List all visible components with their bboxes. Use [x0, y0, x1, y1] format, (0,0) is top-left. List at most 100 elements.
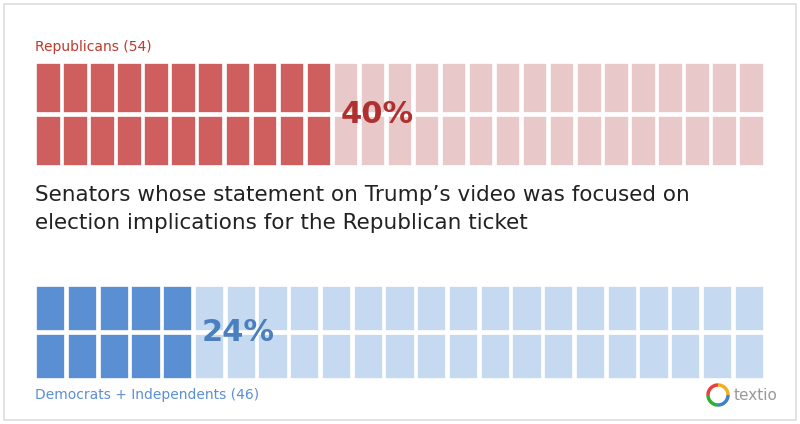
Bar: [68, 286, 98, 331]
Bar: [734, 334, 764, 379]
Bar: [279, 116, 304, 166]
Bar: [131, 286, 161, 331]
Bar: [604, 63, 629, 113]
Bar: [118, 63, 142, 113]
Bar: [544, 286, 574, 331]
Bar: [442, 63, 466, 113]
Text: 40%: 40%: [341, 100, 414, 129]
Bar: [414, 63, 439, 113]
Bar: [685, 116, 710, 166]
Bar: [36, 334, 66, 379]
Bar: [322, 334, 351, 379]
Bar: [306, 63, 331, 113]
Bar: [739, 63, 764, 113]
Bar: [671, 286, 700, 331]
Bar: [550, 116, 574, 166]
Bar: [361, 116, 386, 166]
Bar: [163, 286, 193, 331]
Bar: [354, 334, 383, 379]
Text: Senators whose statement on Trump’s video was focused on: Senators whose statement on Trump’s vide…: [35, 185, 690, 205]
Bar: [512, 286, 542, 331]
Bar: [702, 286, 732, 331]
Bar: [631, 116, 656, 166]
Bar: [417, 334, 446, 379]
Bar: [253, 116, 277, 166]
Bar: [198, 116, 223, 166]
Bar: [36, 63, 61, 113]
Bar: [604, 116, 629, 166]
Bar: [607, 286, 637, 331]
Bar: [523, 63, 547, 113]
Bar: [734, 286, 764, 331]
Bar: [144, 63, 169, 113]
Bar: [100, 286, 129, 331]
Bar: [386, 286, 414, 331]
Bar: [388, 116, 412, 166]
Bar: [469, 63, 494, 113]
Bar: [658, 116, 682, 166]
Bar: [481, 286, 510, 331]
Bar: [354, 286, 383, 331]
Bar: [550, 63, 574, 113]
Bar: [512, 334, 542, 379]
Bar: [658, 63, 682, 113]
Bar: [258, 334, 288, 379]
Bar: [163, 334, 193, 379]
Bar: [258, 286, 288, 331]
Bar: [68, 334, 98, 379]
Text: textio: textio: [734, 388, 778, 402]
Bar: [198, 63, 223, 113]
Bar: [442, 116, 466, 166]
Bar: [702, 334, 732, 379]
Bar: [144, 116, 169, 166]
Bar: [417, 286, 446, 331]
Bar: [481, 334, 510, 379]
Bar: [631, 63, 656, 113]
Bar: [685, 63, 710, 113]
Bar: [639, 286, 669, 331]
Bar: [226, 334, 256, 379]
Bar: [671, 334, 700, 379]
Bar: [226, 286, 256, 331]
Bar: [279, 63, 304, 113]
Bar: [607, 334, 637, 379]
Text: 24%: 24%: [202, 318, 274, 347]
Bar: [639, 334, 669, 379]
Bar: [322, 286, 351, 331]
Bar: [361, 63, 386, 113]
Bar: [577, 63, 602, 113]
Bar: [739, 116, 764, 166]
Bar: [496, 63, 521, 113]
Bar: [576, 286, 605, 331]
Bar: [90, 116, 115, 166]
Bar: [90, 63, 115, 113]
Bar: [386, 334, 414, 379]
Bar: [544, 334, 574, 379]
Bar: [414, 116, 439, 166]
Bar: [171, 63, 196, 113]
Bar: [712, 116, 737, 166]
Bar: [469, 116, 494, 166]
Bar: [63, 63, 88, 113]
Bar: [496, 116, 521, 166]
Bar: [388, 63, 412, 113]
Bar: [523, 116, 547, 166]
Bar: [449, 334, 478, 379]
Bar: [36, 286, 66, 331]
Bar: [195, 286, 224, 331]
Bar: [306, 116, 331, 166]
Bar: [253, 63, 277, 113]
Text: Republicans (54): Republicans (54): [35, 40, 152, 54]
Bar: [195, 334, 224, 379]
Bar: [131, 334, 161, 379]
Bar: [334, 63, 358, 113]
Bar: [712, 63, 737, 113]
Bar: [63, 116, 88, 166]
Text: election implications for the Republican ticket: election implications for the Republican…: [35, 213, 528, 233]
Bar: [449, 286, 478, 331]
Bar: [226, 63, 250, 113]
Bar: [100, 334, 129, 379]
Text: Democrats + Independents (46): Democrats + Independents (46): [35, 388, 259, 402]
Bar: [334, 116, 358, 166]
Bar: [290, 286, 319, 331]
